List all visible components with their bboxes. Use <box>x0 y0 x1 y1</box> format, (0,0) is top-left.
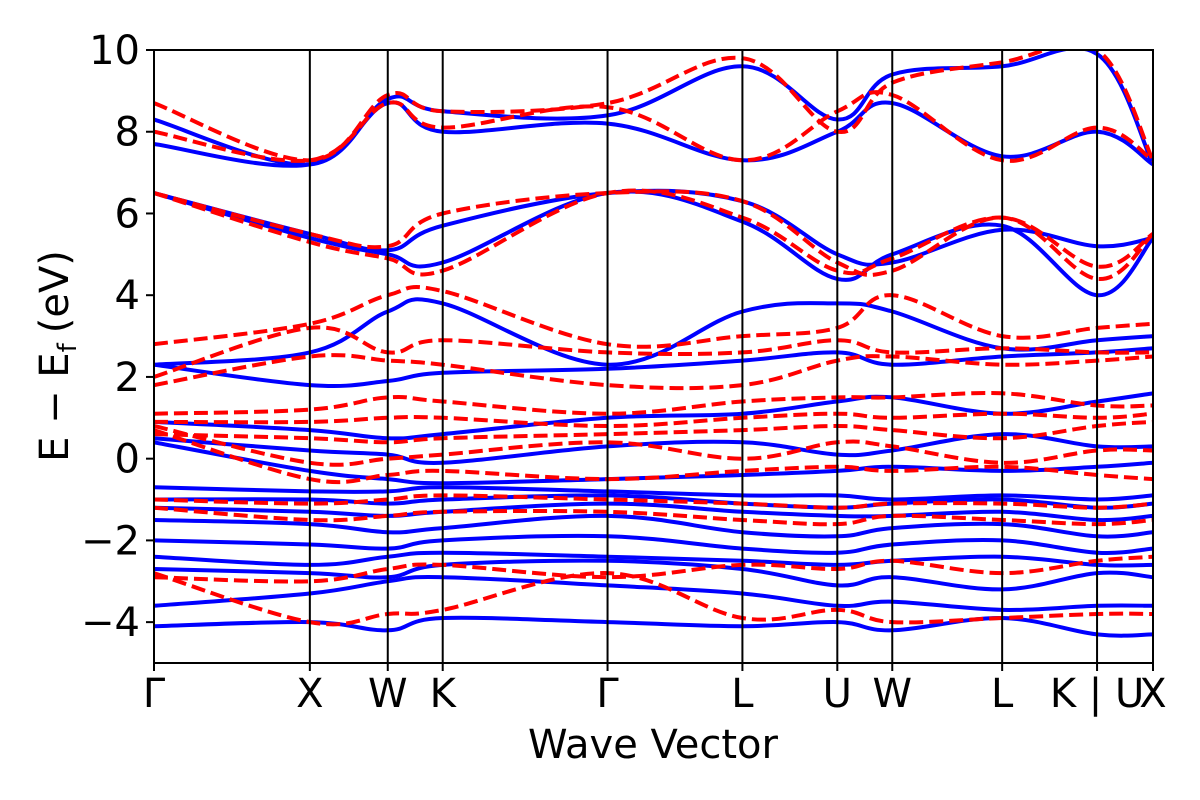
dashed-band-12 <box>154 188 1153 277</box>
solid-band-9 <box>154 440 1153 486</box>
x-tick-label: X <box>296 671 323 717</box>
y-tick-label: 0 <box>115 437 140 483</box>
x-tick-label: W <box>368 671 408 717</box>
y-axis-ticks: −4 −2 0 2 4 6 8 10 <box>81 28 154 646</box>
dashed-band-3 <box>154 493 1153 510</box>
y-axis-label-subscript: f <box>53 342 83 352</box>
y-tick-label: −2 <box>81 518 140 564</box>
y-axis-label: E − Ef (eV) <box>32 250 83 462</box>
x-tick-label: W <box>872 671 912 717</box>
y-tick-label: 8 <box>115 110 140 156</box>
x-tick-label: K <box>430 671 458 717</box>
x-tick-label: U <box>823 671 852 717</box>
solid-band-4 <box>154 533 1153 555</box>
solid-band-8 <box>154 485 1153 502</box>
y-tick-label: 6 <box>115 191 140 237</box>
dashed-band-6 <box>154 419 1153 445</box>
x-tick-label: K | U <box>1050 671 1144 717</box>
solid-band-3 <box>154 550 1153 568</box>
y-tick-label: −4 <box>81 600 140 646</box>
dashed-band-7 <box>154 411 1153 428</box>
dashed-band-8 <box>154 391 1153 416</box>
solid-band-0 <box>154 575 1153 612</box>
x-tick-label: L <box>731 671 754 717</box>
solid-band-6 <box>154 501 1153 523</box>
dashed-band-9 <box>154 353 1153 391</box>
dashed-band-4 <box>154 428 1153 485</box>
x-tick-label: L <box>991 671 1014 717</box>
y-axis-label-main: E − E <box>32 352 78 462</box>
high-symmetry-lines <box>308 50 1099 663</box>
y-tick-label: 4 <box>115 273 140 319</box>
dashed-band-15 <box>154 50 1153 163</box>
dashed-band-13 <box>154 189 1153 281</box>
x-tick-label: Γ <box>596 671 619 717</box>
dashed-band-5 <box>154 424 1153 467</box>
x-tick-label: X <box>1139 671 1166 717</box>
y-axis-label-unit: (eV) <box>32 250 78 333</box>
solid-band-12 <box>154 346 1153 389</box>
solid-band-1 <box>154 615 1153 638</box>
dashed-band-10 <box>154 325 1153 379</box>
solid-band-11 <box>154 391 1153 441</box>
dashed-band-2 <box>154 505 1153 527</box>
solid-band-10 <box>154 432 1153 465</box>
x-axis-label: Wave Vector <box>528 722 779 768</box>
dashed-band-1 <box>154 554 1153 584</box>
x-tick-label: Γ <box>143 671 166 717</box>
y-tick-label: 2 <box>115 355 140 401</box>
bands-layer <box>154 50 1153 638</box>
y-tick-label: 10 <box>89 28 140 74</box>
solid-band-5 <box>154 513 1153 539</box>
plot-frame <box>153 49 1154 664</box>
